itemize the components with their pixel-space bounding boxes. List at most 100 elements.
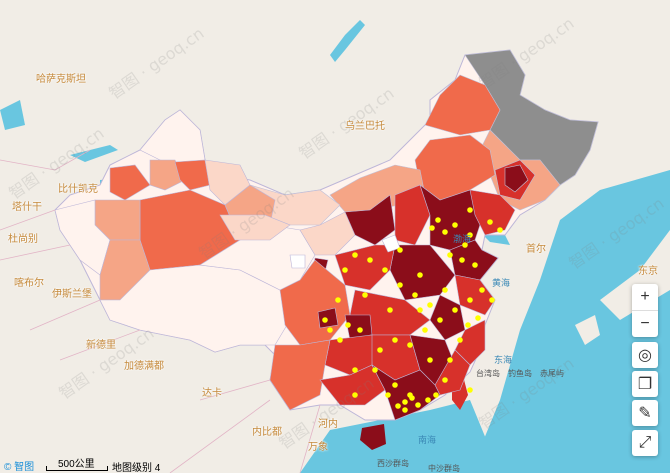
layers-control: ❐	[632, 371, 658, 397]
data-point[interactable]	[397, 247, 403, 253]
fullscreen-control: ⤢	[632, 430, 658, 456]
region-fujian	[434, 349, 471, 396]
data-point[interactable]	[392, 337, 398, 343]
hainan-island	[360, 424, 386, 450]
data-point[interactable]	[429, 225, 435, 231]
data-point[interactable]	[447, 252, 453, 258]
region-guangdong	[371, 364, 441, 421]
layers-icon[interactable]: ❐	[637, 376, 653, 393]
data-point[interactable]	[489, 297, 495, 303]
data-point[interactable]	[417, 307, 423, 313]
region-haixi	[219, 214, 291, 241]
data-point[interactable]	[352, 252, 358, 258]
data-point[interactable]	[467, 297, 473, 303]
sea-south	[300, 400, 500, 473]
data-point[interactable]	[422, 327, 428, 333]
zoom-control: + −	[632, 284, 658, 337]
data-point[interactable]	[467, 387, 473, 393]
data-point[interactable]	[412, 292, 418, 298]
region-liaoning	[469, 189, 516, 236]
data-point[interactable]	[382, 267, 388, 273]
data-point[interactable]	[342, 267, 348, 273]
data-point[interactable]	[427, 357, 433, 363]
data-point[interactable]	[467, 232, 473, 238]
data-point[interactable]	[462, 242, 468, 248]
data-point[interactable]	[415, 402, 421, 408]
measure-control: ✎	[632, 400, 658, 426]
region-ne-dark	[504, 164, 529, 193]
data-point[interactable]	[425, 397, 431, 403]
locate-control: ◎	[632, 342, 658, 368]
data-point[interactable]	[442, 377, 448, 383]
zoom-out-button[interactable]: −	[632, 310, 658, 337]
data-point[interactable]	[457, 337, 463, 343]
geoq-logo[interactable]: © 智图	[4, 462, 35, 473]
data-point[interactable]	[433, 392, 439, 398]
data-point[interactable]	[442, 229, 448, 235]
data-point[interactable]	[465, 322, 471, 328]
data-point[interactable]	[402, 407, 408, 413]
region-xj-bortala	[109, 164, 151, 201]
data-point[interactable]	[472, 262, 478, 268]
data-point[interactable]	[475, 315, 481, 321]
map-footer: © 智图 500公里 地图级别 4	[0, 456, 670, 473]
data-point[interactable]	[452, 307, 458, 313]
data-point[interactable]	[387, 307, 393, 313]
data-point[interactable]	[322, 317, 328, 323]
region-chengdu	[317, 307, 339, 329]
data-point[interactable]	[372, 367, 378, 373]
data-point[interactable]	[367, 257, 373, 263]
data-point[interactable]	[452, 222, 458, 228]
region-xj-changji	[174, 159, 211, 191]
data-point[interactable]	[447, 357, 453, 363]
data-point[interactable]	[427, 302, 433, 308]
data-point[interactable]	[467, 207, 473, 213]
data-point[interactable]	[395, 403, 401, 409]
data-point[interactable]	[327, 327, 333, 333]
scale-label: 500公里	[58, 459, 95, 470]
data-point[interactable]	[352, 392, 358, 398]
data-point[interactable]	[397, 282, 403, 288]
data-point[interactable]	[409, 395, 415, 401]
region-zhejiang	[454, 319, 486, 366]
data-point[interactable]	[402, 399, 408, 405]
data-point[interactable]	[442, 287, 448, 293]
scale-bar	[46, 466, 108, 471]
zoom-in-button[interactable]: +	[640, 288, 650, 305]
data-point[interactable]	[487, 219, 493, 225]
locate-icon[interactable]: ◎	[638, 347, 652, 364]
lake-baikal	[330, 20, 365, 62]
measure-icon[interactable]: ✎	[638, 405, 652, 422]
data-point[interactable]	[435, 217, 441, 223]
kyushu	[575, 315, 600, 345]
data-point[interactable]	[437, 317, 443, 323]
region-nx-white	[289, 254, 306, 269]
region-anhui	[429, 294, 466, 341]
data-point[interactable]	[345, 322, 351, 328]
fullscreen-icon[interactable]: ⤢	[638, 434, 652, 451]
region-hulunbuir	[424, 74, 501, 136]
zoom-level-text: 地图级别 4	[112, 463, 161, 473]
sea-area	[470, 170, 670, 473]
data-point[interactable]	[357, 327, 363, 333]
region-jiangsu	[454, 274, 496, 316]
data-point[interactable]	[362, 292, 368, 298]
data-point[interactable]	[335, 297, 341, 303]
data-point[interactable]	[417, 272, 423, 278]
data-point[interactable]	[385, 392, 391, 398]
data-point[interactable]	[479, 287, 485, 293]
country-borders	[0, 149, 321, 473]
data-point[interactable]	[392, 382, 398, 388]
data-point[interactable]	[352, 367, 358, 373]
data-point[interactable]	[459, 257, 465, 263]
lake-aral	[0, 100, 25, 130]
data-point[interactable]	[407, 342, 413, 348]
lake-balkhash	[70, 145, 118, 162]
region-yunnan	[269, 339, 331, 411]
data-point[interactable]	[497, 227, 503, 233]
data-point[interactable]	[377, 347, 383, 353]
data-point[interactable]	[337, 337, 343, 343]
